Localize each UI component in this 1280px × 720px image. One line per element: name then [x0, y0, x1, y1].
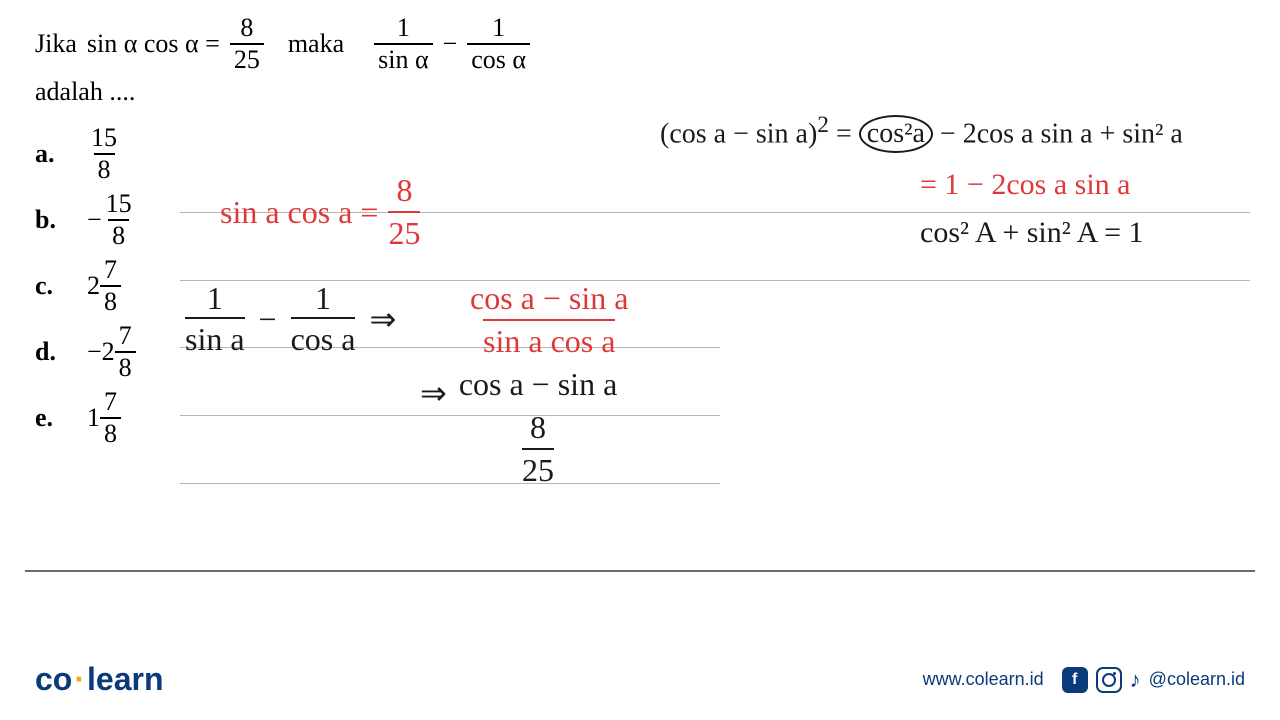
- footer-url: www.colearn.id: [923, 669, 1044, 690]
- circled-term: cos²a: [859, 115, 933, 153]
- social-icons: f ♪ @colearn.id: [1062, 667, 1245, 693]
- question-mid: maka: [288, 29, 344, 59]
- instagram-icon: [1096, 667, 1122, 693]
- question-minus: −: [443, 29, 458, 59]
- arrow-icon: ⇒: [369, 300, 396, 338]
- work-eq2-lhs: 1 sin a − 1 cos a ⇒: [185, 280, 396, 358]
- work-eq2-rhs: cos a − sin a sin a cos a: [470, 280, 628, 360]
- footer: co·learn www.colearn.id f ♪ @colearn.id: [35, 661, 1245, 698]
- option-value: −2 7 8: [87, 323, 136, 381]
- social-handle: @colearn.id: [1149, 669, 1245, 690]
- frac-den: sin α: [374, 43, 432, 73]
- divider: [25, 570, 1255, 572]
- frac-den: 25: [230, 43, 264, 73]
- question-frac1: 8 25: [230, 15, 264, 73]
- arrow-icon: ⇒: [420, 374, 447, 412]
- frac-num: 1: [393, 15, 414, 43]
- option-label: a.: [35, 139, 63, 169]
- option-e: e. 1 7 8: [35, 389, 1245, 447]
- option-label: b.: [35, 205, 63, 235]
- option-label: d.: [35, 337, 63, 367]
- footer-right: www.colearn.id f ♪ @colearn.id: [923, 667, 1245, 693]
- question-prefix: Jika: [35, 29, 77, 59]
- option-value: 1 7 8: [87, 389, 121, 447]
- question-frac2b: 1 cos α: [467, 15, 530, 73]
- option-value: 15 8: [87, 125, 121, 183]
- side-line1: (cos a − sin a)2 = cos²a − 2cos a sin a …: [660, 112, 1183, 153]
- logo: co·learn: [35, 661, 163, 698]
- question-expr1: sin α cos α =: [87, 29, 220, 59]
- question-line-1: Jika sin α cos α = 8 25 maka 1 sin α − 1…: [35, 15, 1245, 73]
- option-value: 2 7 8: [87, 257, 121, 315]
- side-line2: = 1 − 2cos a sin a: [920, 168, 1130, 202]
- work-eq3: ⇒ cos a − sin a 8 25: [420, 366, 617, 489]
- question-frac2a: 1 sin α: [374, 15, 432, 73]
- tiktok-icon: ♪: [1130, 667, 1141, 693]
- work-eq1: sin a cos a = 8 25: [220, 172, 420, 252]
- logo-dot-icon: ·: [74, 661, 85, 697]
- facebook-icon: f: [1062, 667, 1088, 693]
- option-label: c.: [35, 271, 63, 301]
- question-line-2: adalah ....: [35, 77, 1245, 107]
- option-value: − 15 8: [87, 191, 136, 249]
- side-line3: cos² A + sin² A = 1: [920, 216, 1144, 250]
- frac-den: cos α: [467, 43, 530, 73]
- frac-num: 1: [488, 15, 509, 43]
- option-label: e.: [35, 403, 63, 433]
- frac-num: 8: [236, 15, 257, 43]
